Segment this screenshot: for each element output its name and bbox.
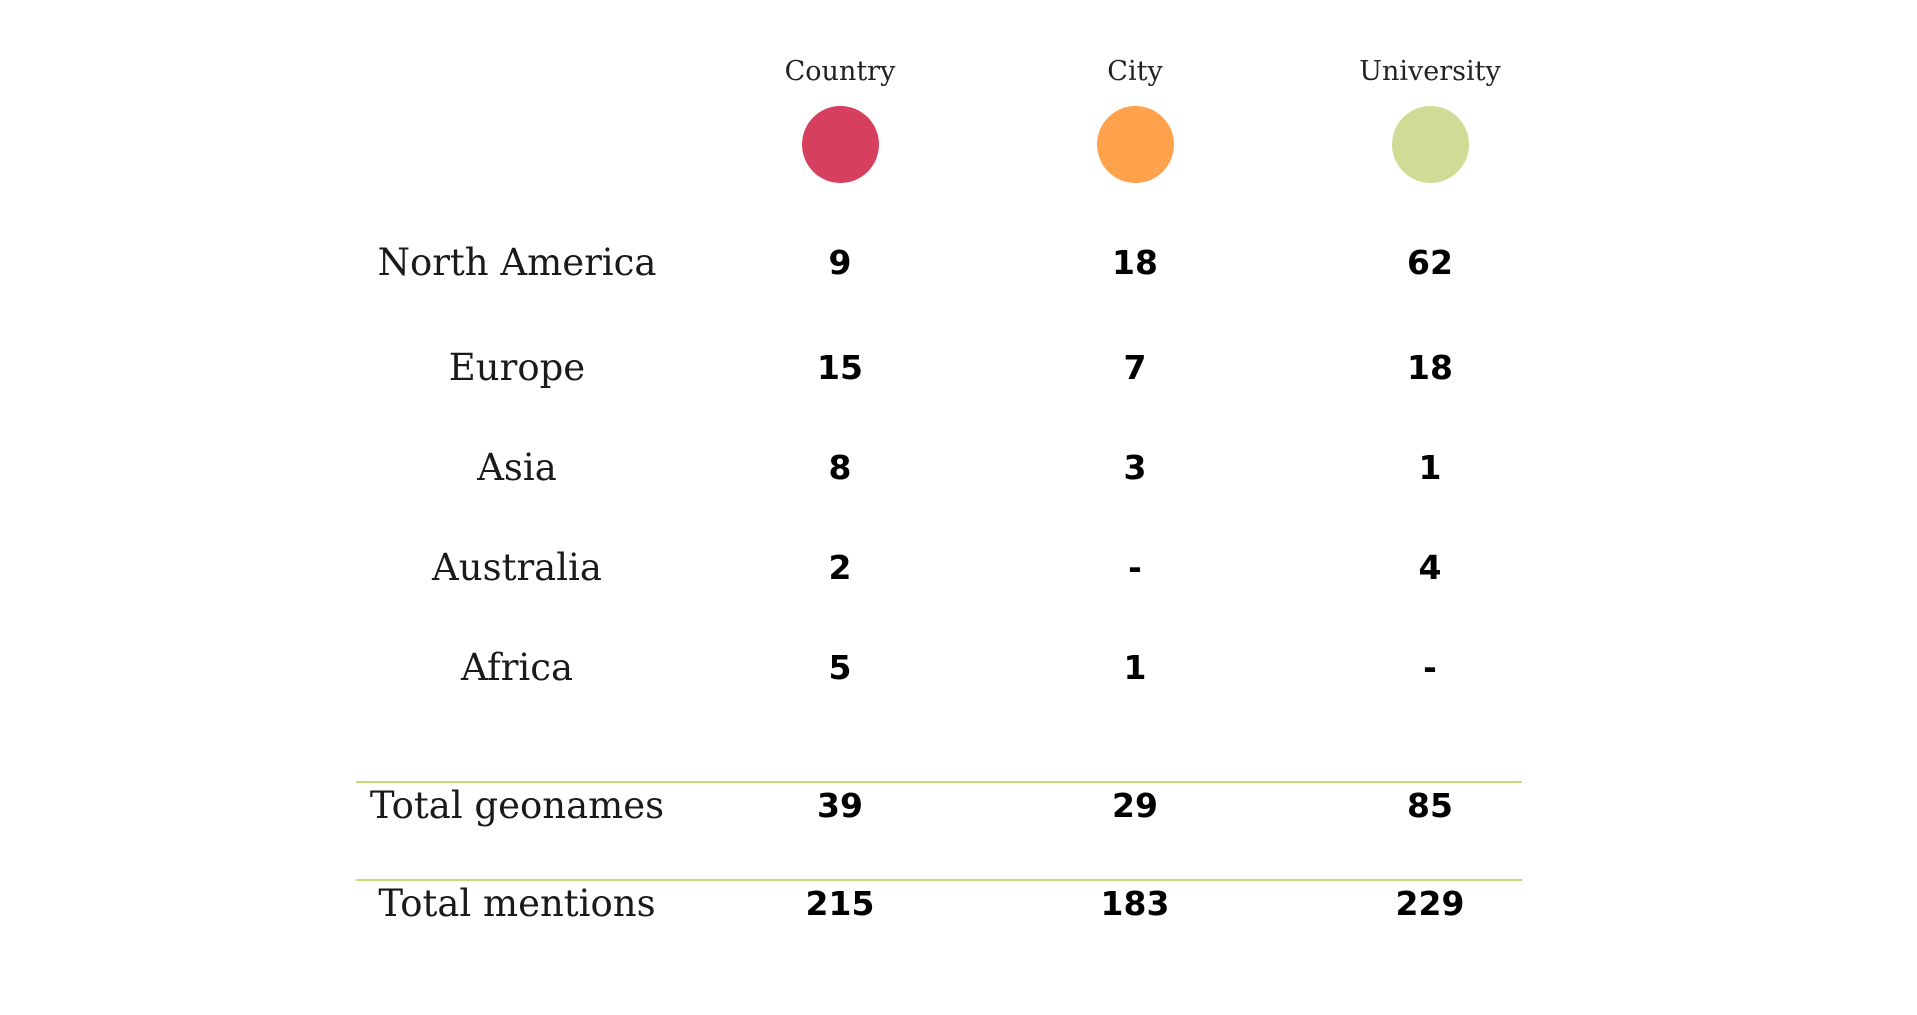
- region-row-cell-city: 7: [1123, 348, 1147, 387]
- legend-dot-university: [1392, 106, 1469, 183]
- region-row-cell-city: 1: [1123, 648, 1147, 687]
- total-row-cell-university: 229: [1395, 884, 1465, 923]
- legend-dot-city: [1097, 106, 1174, 183]
- region-row-cell-country: 8: [828, 448, 852, 487]
- region-row-cell-university: 1: [1418, 448, 1442, 487]
- column-header-city: City: [1107, 56, 1163, 87]
- total-row-cell-country: 39: [817, 786, 863, 825]
- column-header-country: Country: [784, 56, 896, 87]
- region-row-cell-university: 4: [1418, 548, 1442, 587]
- column-header-university: University: [1359, 56, 1501, 87]
- region-row-cell-city: 18: [1112, 243, 1158, 282]
- region-row-cell-university: 62: [1407, 243, 1453, 282]
- region-row-label: Europe: [448, 346, 586, 389]
- total-row-label: Total geonames: [369, 784, 665, 827]
- divider-line: [356, 879, 1522, 881]
- region-row-cell-city: 3: [1123, 448, 1147, 487]
- legend-dot-country: [802, 106, 879, 183]
- region-row-cell-country: 2: [828, 548, 852, 587]
- region-row-label: Australia: [432, 546, 602, 589]
- total-row-cell-city: 29: [1112, 786, 1158, 825]
- region-row-cell-university: 18: [1407, 348, 1453, 387]
- divider-line: [356, 781, 1522, 783]
- total-row-label: Total mentions: [378, 882, 656, 925]
- region-row-label: Asia: [477, 446, 557, 489]
- region-row-cell-country: 9: [828, 243, 852, 282]
- total-row-cell-university: 85: [1407, 786, 1453, 825]
- region-row-cell-university: -: [1423, 648, 1437, 687]
- region-row-cell-country: 5: [828, 648, 852, 687]
- region-row-label: Africa: [460, 646, 574, 689]
- total-row-cell-city: 183: [1100, 884, 1170, 923]
- region-row-cell-country: 15: [817, 348, 863, 387]
- region-row-cell-city: -: [1128, 548, 1142, 587]
- region-row-label: North America: [377, 241, 657, 284]
- total-row-cell-country: 215: [805, 884, 875, 923]
